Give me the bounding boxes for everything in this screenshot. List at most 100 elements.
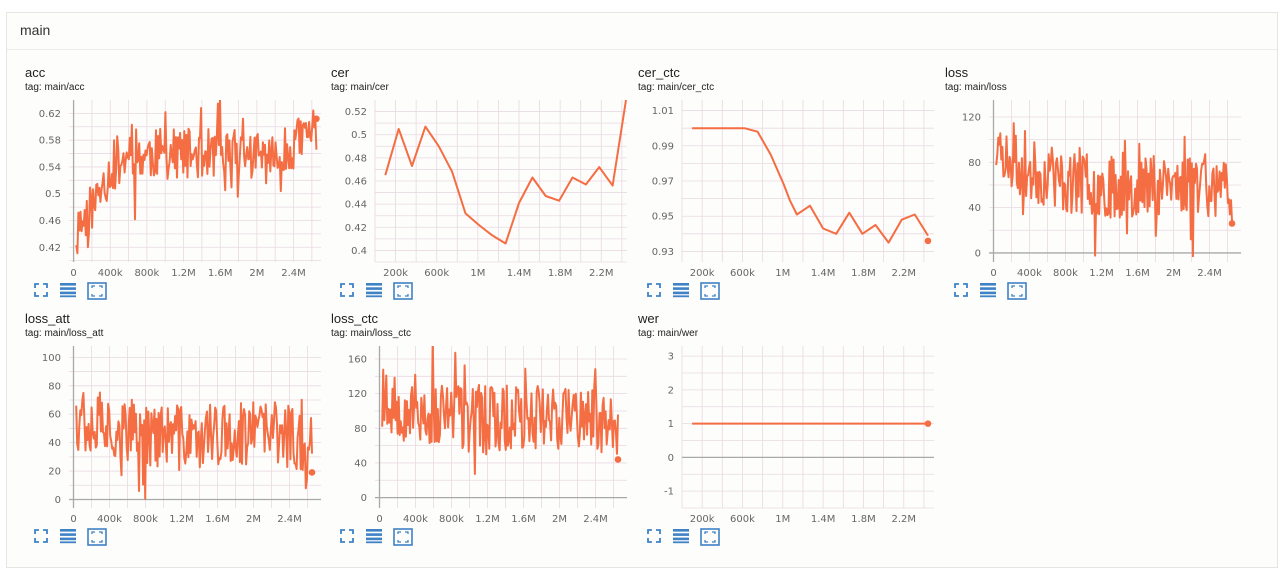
toggle-log-icon[interactable] — [979, 282, 999, 302]
x-tick-label: 0 — [70, 268, 76, 279]
series-end-point — [924, 237, 932, 245]
y-tick-label: 20 — [48, 467, 61, 478]
toggle-log-icon[interactable] — [672, 528, 692, 548]
x-tick-label: 1.2M — [169, 514, 194, 525]
fit-domain-icon[interactable] — [393, 528, 413, 548]
y-tick-label: 80 — [48, 381, 61, 392]
fit-domain-icon[interactable] — [393, 282, 413, 302]
chart-title: wer — [638, 311, 659, 326]
fit-domain-icon[interactable] — [87, 528, 107, 548]
x-tick-label: 1M — [775, 268, 790, 279]
y-tick-label: 120 — [348, 389, 367, 400]
y-tick-label: 0.58 — [39, 136, 61, 147]
x-tick-label: 2.2M — [891, 514, 916, 525]
chart-plot[interactable]: 0 400k 800k 1.2M 1.6M 2M 2.4M 0 40 80 120 — [945, 96, 1245, 284]
x-tick-label: 800k — [133, 514, 158, 525]
x-tick-label: 2.2M — [891, 268, 916, 279]
fit-to-screen-icon[interactable] — [33, 282, 53, 302]
series-line — [75, 391, 313, 500]
series-line — [384, 100, 627, 245]
x-tick-label: 1M — [775, 514, 790, 525]
y-tick-label: 0.93 — [652, 247, 674, 258]
fit-domain-icon[interactable] — [700, 528, 720, 548]
x-tick-label: 2.2M — [589, 268, 614, 279]
y-tick-label: 0 — [361, 493, 367, 504]
y-tick-label: 0 — [975, 248, 981, 259]
x-tick-label: 2M — [246, 514, 261, 525]
y-tick-label: 0.46 — [345, 177, 367, 188]
y-tick-label: 0.42 — [345, 223, 367, 234]
chart-title: loss — [945, 65, 969, 80]
y-tick-label: 100 — [42, 353, 61, 364]
y-tick-label: 0.97 — [652, 177, 674, 188]
fit-to-screen-icon[interactable] — [33, 528, 53, 548]
x-tick-label: 400k — [98, 268, 123, 279]
toggle-log-icon[interactable] — [365, 528, 385, 548]
chart-tag: tag: main/loss — [945, 82, 1007, 93]
y-tick-label: 0.5 — [45, 189, 61, 200]
y-tick-label: 0.42 — [39, 243, 61, 254]
y-tick-label: 120 — [962, 112, 981, 123]
chart-tag: tag: main/acc — [25, 82, 85, 93]
y-tick-label: 40 — [48, 438, 61, 449]
chart-plot[interactable]: 200k 600k 1M 1.4M 1.8M 2.2M -1 0 1 2 3 — [638, 342, 938, 530]
x-tick-label: 1.2M — [1089, 268, 1114, 279]
toggle-log-icon[interactable] — [672, 282, 692, 302]
group-header[interactable]: main — [7, 13, 1277, 50]
x-tick-label: 1.2M — [475, 514, 500, 525]
series-line — [995, 122, 1233, 258]
fit-to-screen-icon[interactable] — [953, 282, 973, 302]
chart-title: cer_ctc — [638, 65, 680, 80]
fit-domain-icon[interactable] — [87, 282, 107, 302]
x-tick-label: 2M — [1166, 268, 1181, 279]
x-tick-label: 200k — [690, 268, 715, 279]
toggle-log-icon[interactable] — [59, 528, 79, 548]
x-tick-label: 1.6M — [1125, 268, 1150, 279]
x-tick-label: 600k — [730, 268, 755, 279]
x-tick-label: 800k — [439, 514, 464, 525]
chart-tag: tag: main/loss_ctc — [331, 328, 412, 339]
y-tick-label: 0.54 — [39, 162, 61, 173]
fit-domain-icon[interactable] — [700, 282, 720, 302]
x-tick-label: 1.4M — [507, 268, 532, 279]
x-tick-label: 2M — [552, 514, 567, 525]
y-tick-label: 2 — [668, 385, 674, 396]
fit-to-screen-icon[interactable] — [646, 282, 666, 302]
fit-to-screen-icon[interactable] — [339, 528, 359, 548]
fit-domain-icon[interactable] — [1007, 282, 1027, 302]
fit-to-screen-icon[interactable] — [339, 282, 359, 302]
series-line — [75, 100, 318, 255]
series-end-point — [924, 420, 932, 427]
toggle-log-icon[interactable] — [59, 282, 79, 302]
y-tick-label: 1 — [668, 419, 674, 430]
chart-plot[interactable]: 0 400k 800k 1.2M 1.6M 2M 2.4M 0.42 0.46 0.5 0.54 0.… — [25, 96, 325, 284]
y-tick-label: 0.48 — [345, 153, 367, 164]
y-tick-label: 0 — [668, 453, 674, 464]
chart-plot[interactable]: 200k 600k 1M 1.4M 1.8M 2.2M 0.93 0.95 0.97 0.99 1.… — [638, 96, 938, 284]
x-tick-label: 1M — [470, 268, 485, 279]
y-tick-label: 40 — [354, 458, 367, 469]
x-tick-label: 0 — [990, 268, 996, 279]
chart-plot[interactable]: 200k 600k 1M 1.4M 1.8M 2.2M 0.4 0.42 0.44 0.46 0.4… — [331, 96, 631, 284]
y-tick-label: 0.95 — [652, 212, 674, 223]
series-end-point — [308, 469, 316, 476]
y-tick-label: 80 — [354, 424, 367, 435]
chart-card-wer: wer tag: main/wer 200k 600k 1M 1.4M 1.8M 2.2M -1… — [638, 312, 938, 562]
chart-title: loss_att — [25, 311, 70, 326]
x-tick-label: 400k — [97, 514, 122, 525]
toggle-log-icon[interactable] — [365, 282, 385, 302]
chart-plot[interactable]: 0 400k 800k 1.2M 1.6M 2M 2.4M 0 40 80 120 160 — [331, 342, 631, 530]
chart-tag: tag: main/cer — [331, 82, 389, 93]
x-tick-label: 400k — [1017, 268, 1042, 279]
y-tick-label: -1 — [664, 487, 674, 498]
x-tick-label: 1.4M — [811, 268, 836, 279]
x-tick-label: 1.2M — [171, 268, 196, 279]
y-tick-label: 0.52 — [345, 107, 367, 118]
x-tick-label: 1.8M — [851, 268, 876, 279]
chart-plot[interactable]: 0 400k 800k 1.2M 1.6M 2M 2.4M 0 20 40 60 80 100 — [25, 342, 325, 530]
fit-to-screen-icon[interactable] — [646, 528, 666, 548]
chart-tag: tag: main/wer — [638, 328, 699, 339]
y-tick-label: 0.46 — [39, 216, 61, 227]
x-tick-label: 1.8M — [548, 268, 573, 279]
chart-card-acc: acc tag: main/acc 0 400k 800k 1.2M 1.6M 2M 2.4M 0… — [25, 66, 325, 316]
